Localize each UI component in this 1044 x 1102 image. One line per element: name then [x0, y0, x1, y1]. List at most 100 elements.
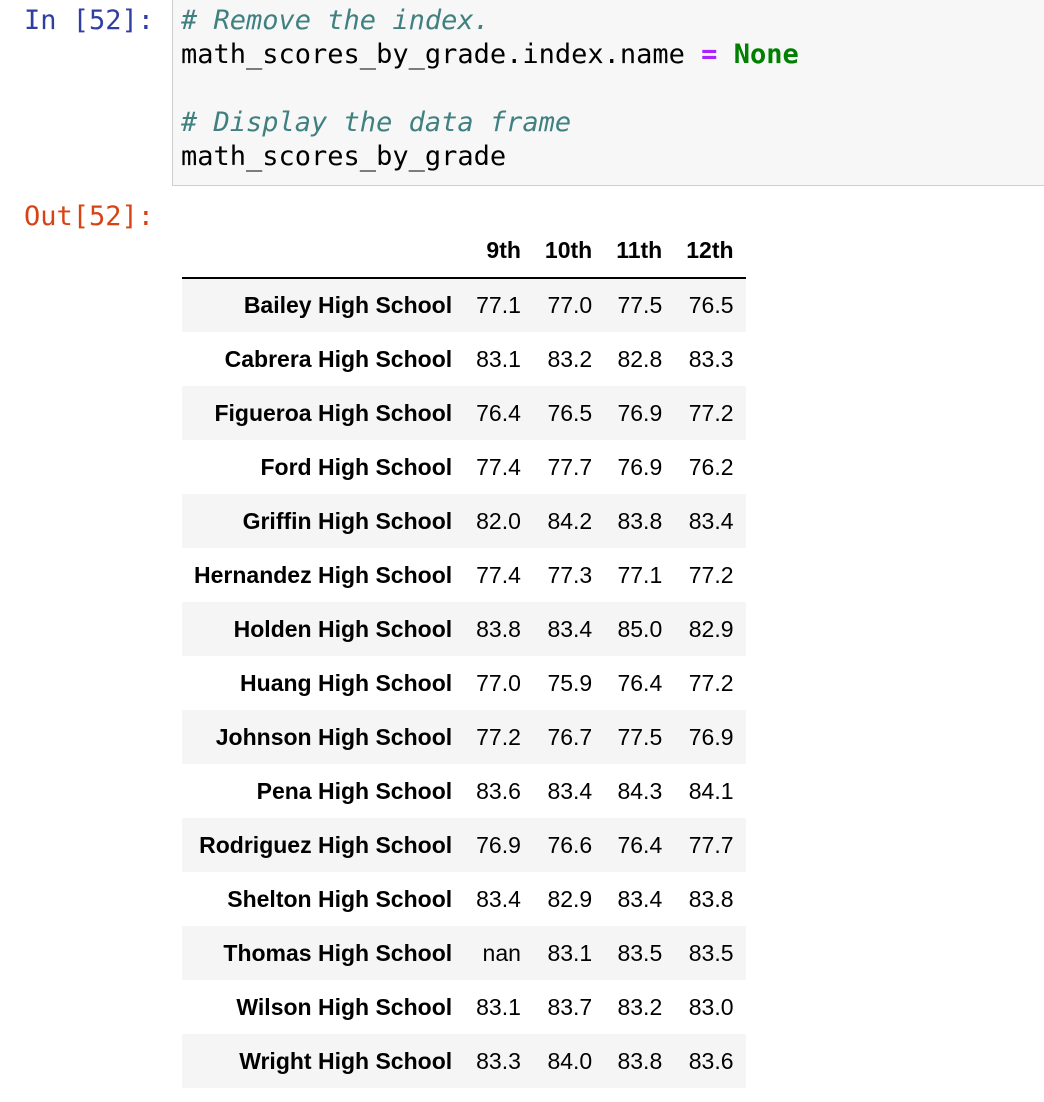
code-token-comment: # Display the data frame [181, 107, 572, 138]
table-cell: 83.2 [617, 993, 663, 1020]
table-row: Thomas High School nan 83.1 83.5 83.5 [182, 926, 746, 980]
table-cell: 83.4 [547, 615, 593, 642]
table-cell: 83.3 [476, 1047, 521, 1074]
table-row: Johnson High School 77.2 76.7 77.5 76.9 [182, 710, 746, 764]
table-cell: 83.8 [617, 507, 663, 534]
table-cell: 76.9 [617, 453, 663, 480]
table-cell: 77.5 [617, 723, 663, 750]
table-row: Shelton High School 83.4 82.9 83.4 83.8 [182, 872, 746, 926]
table-row: Huang High School 77.0 75.9 76.4 77.2 [182, 656, 746, 710]
table-cell: 77.2 [476, 723, 521, 750]
table-row: Wright High School 83.3 84.0 83.8 83.6 [182, 1034, 746, 1088]
table-cell: 77.1 [476, 292, 521, 318]
table-cell: 83.4 [547, 777, 593, 804]
code-token: math_scores_by_grade [181, 141, 507, 172]
table-cell: 77.0 [547, 292, 593, 318]
column-header: 10th [532, 224, 605, 279]
table-cell: 83.0 [688, 993, 734, 1020]
table-cell: 82.9 [547, 885, 593, 912]
code-line: # Display the data frame [181, 106, 799, 140]
table-cell: 84.0 [547, 1047, 593, 1074]
code-token: math_scores_by_grade.index.name [181, 39, 702, 70]
table-cell: 83.8 [617, 1047, 663, 1074]
row-index-label: Wilson High School [236, 993, 453, 1020]
table-row: Ford High School 77.4 77.7 76.9 76.2 [182, 440, 746, 494]
code-line: # Remove the index. [181, 4, 799, 38]
row-index-label: Holden High School [233, 615, 453, 642]
table-row: Wilson High School 83.1 83.7 83.2 83.0 [182, 980, 746, 1034]
table-cell: 84.3 [617, 777, 663, 804]
input-prompt: In [52]: [24, 5, 155, 36]
table-cell: 75.9 [547, 669, 593, 696]
code-token-op: = [701, 39, 718, 70]
table-cell: 76.2 [688, 453, 734, 480]
row-index-label: Huang High School [240, 669, 453, 696]
table-cell: 77.3 [547, 561, 593, 588]
table-cell: 84.1 [688, 777, 734, 804]
table-cell: 82.0 [476, 507, 521, 534]
table-row: Holden High School 83.8 83.4 85.0 82.9 [182, 602, 746, 656]
table-cell: 83.1 [547, 939, 593, 966]
row-index-label: Bailey High School [243, 292, 453, 318]
table-cell: 83.6 [476, 777, 521, 804]
table-cell: 83.8 [476, 615, 521, 642]
output-prompt: Out[52]: [24, 201, 155, 232]
column-header: 11th [604, 224, 675, 279]
column-header: 9th [464, 224, 533, 279]
table-row: Pena High School 83.6 83.4 84.3 84.1 [182, 764, 746, 818]
table-cell: 83.8 [688, 885, 734, 912]
code-line: math_scores_by_grade.index.name = None [181, 38, 799, 72]
table-cell: 83.4 [688, 507, 734, 534]
table-cell: 83.5 [688, 939, 734, 966]
table-row: Rodriguez High School 76.9 76.6 76.4 77.7 [182, 818, 746, 872]
table-row: Griffin High School 82.0 84.2 83.8 83.4 [182, 494, 746, 548]
table-cell: 77.7 [547, 453, 593, 480]
table-cell: 83.4 [617, 885, 663, 912]
table-cell: 77.0 [476, 669, 521, 696]
row-index-label: Hernandez High School [194, 561, 453, 588]
table-cell: 76.9 [476, 831, 521, 858]
code-line [181, 72, 799, 106]
table-cell: 83.6 [688, 1047, 734, 1074]
code-token-comment: # Remove the index. [181, 5, 490, 36]
table-cell: 77.4 [476, 453, 521, 480]
table-cell: 77.1 [617, 561, 663, 588]
code-line: math_scores_by_grade [181, 140, 799, 174]
index-header [182, 224, 465, 279]
table-cell: 76.4 [617, 831, 663, 858]
table-cell: 77.4 [476, 561, 521, 588]
table-cell: 85.0 [617, 615, 663, 642]
table-cell: 83.5 [617, 939, 663, 966]
table-cell: 76.5 [547, 399, 593, 426]
table-cell: 76.6 [547, 831, 593, 858]
table-cell: nan [482, 939, 521, 966]
code-editor[interactable]: # Remove the index. math_scores_by_grade.… [181, 4, 799, 174]
table-cell: 77.5 [617, 292, 663, 318]
table-cell: 83.2 [547, 345, 593, 372]
table-cell: 77.2 [688, 561, 734, 588]
table-cell: 76.9 [688, 723, 734, 750]
table-cell: 77.2 [688, 669, 734, 696]
table-cell: 83.4 [476, 885, 521, 912]
table-cell: 83.7 [547, 993, 593, 1020]
code-input-area[interactable]: # Remove the index. math_scores_by_grade.… [172, 0, 1044, 186]
table-row: Bailey High School 77.1 77.0 77.5 76.5 [182, 278, 746, 332]
row-index-label: Shelton High School [227, 885, 453, 912]
table-cell: 76.4 [617, 669, 663, 696]
table-cell: 83.1 [476, 345, 521, 372]
row-index-label: Griffin High School [242, 507, 453, 534]
row-index-label: Thomas High School [223, 939, 453, 966]
code-token [717, 39, 733, 70]
table-header-row: 9th 10th 11th 12th [182, 224, 746, 279]
column-header: 12th [674, 224, 746, 279]
row-index-label: Wright High School [239, 1047, 453, 1074]
row-index-label: Pena High School [256, 777, 453, 804]
table-row: Figueroa High School 76.4 76.5 76.9 77.2 [182, 386, 746, 440]
table-cell: 76.4 [476, 399, 521, 426]
table-cell: 76.7 [547, 723, 593, 750]
row-index-label: Cabrera High School [224, 345, 453, 372]
row-index-label: Ford High School [260, 453, 453, 480]
table-row: Cabrera High School 83.1 83.2 82.8 83.3 [182, 332, 746, 386]
dataframe-table: 9th 10th 11th 12th Bailey High School 77.1 77… [182, 224, 746, 1088]
row-index-label: Rodriguez High School [199, 831, 453, 858]
